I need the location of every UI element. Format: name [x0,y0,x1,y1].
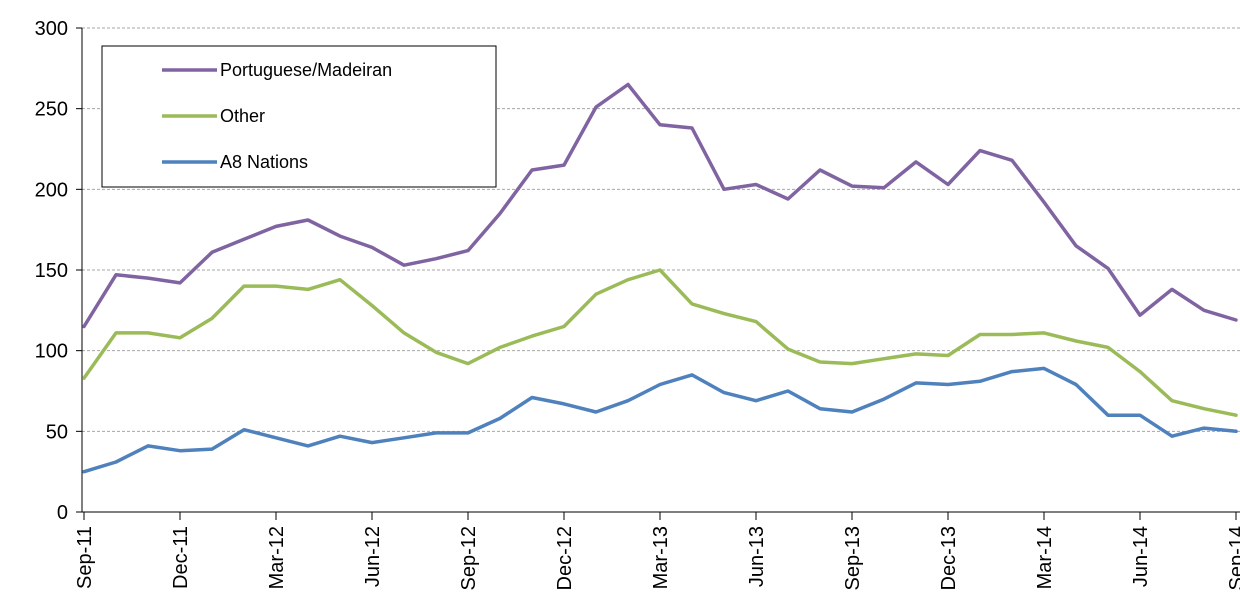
series-lines [82,82,1238,474]
x-tick-label-Sep-14: Sep-14 [1226,526,1240,591]
series-line-a8-nations [82,366,1238,474]
y-tick-label-200: 200 [35,179,68,201]
x-tick-label-Mar-13: Mar-13 [650,526,672,589]
y-tick-label-0: 0 [57,502,68,524]
y-axis-ticks: 0 50 100 150 200 250 300 [35,18,82,524]
x-axis-ticks: Sep-11 Dec-11 Mar-12 Jun-12 Sep-12 Dec-12 Mar-… [74,512,1240,591]
y-tick-label-100: 100 [35,341,68,363]
y-tick-label-300: 300 [35,18,68,40]
x-tick-label-Dec-12: Dec-12 [554,526,576,590]
x-tick-label-Sep-11: Sep-11 [74,526,96,589]
x-tick-label-Jun-14: Jun-14 [1130,526,1152,587]
x-tick-label-Dec-13: Dec-13 [938,526,960,590]
x-tick-label-Mar-14: Mar-14 [1034,526,1056,589]
x-tick-label-Mar-12: Mar-12 [266,526,288,589]
x-tick-label-Jun-13: Jun-13 [746,526,768,587]
series-line-other [82,268,1238,417]
x-tick-label-Jun-12: Jun-12 [362,526,384,587]
y-tick-label-50: 50 [46,421,68,443]
x-tick-label-Sep-13: Sep-13 [842,526,864,591]
legend: Portuguese/Madeiran Other A8 Nations [101,45,497,188]
x-tick-label-Dec-11: Dec-11 [170,526,192,589]
legend-label-other: Other [220,106,265,126]
y-tick-label-150: 150 [35,260,68,282]
gridlines [82,27,1240,432]
legend-label-a8-nations: A8 Nations [220,152,308,172]
x-tick-label-Sep-12: Sep-12 [458,526,480,591]
y-tick-label-250: 250 [35,99,68,121]
legend-label-portuguese-madeiran: Portuguese/Madeiran [220,60,392,80]
series-line-portuguese-madeiran [82,82,1238,329]
